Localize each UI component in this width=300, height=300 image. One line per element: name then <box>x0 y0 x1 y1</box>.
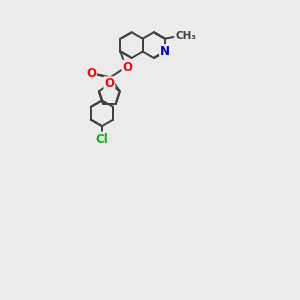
Text: O: O <box>104 77 114 90</box>
Text: CH₃: CH₃ <box>175 31 196 40</box>
Text: O: O <box>86 67 96 80</box>
Text: N: N <box>160 45 170 58</box>
Text: Cl: Cl <box>95 133 108 146</box>
Text: O: O <box>122 61 132 74</box>
